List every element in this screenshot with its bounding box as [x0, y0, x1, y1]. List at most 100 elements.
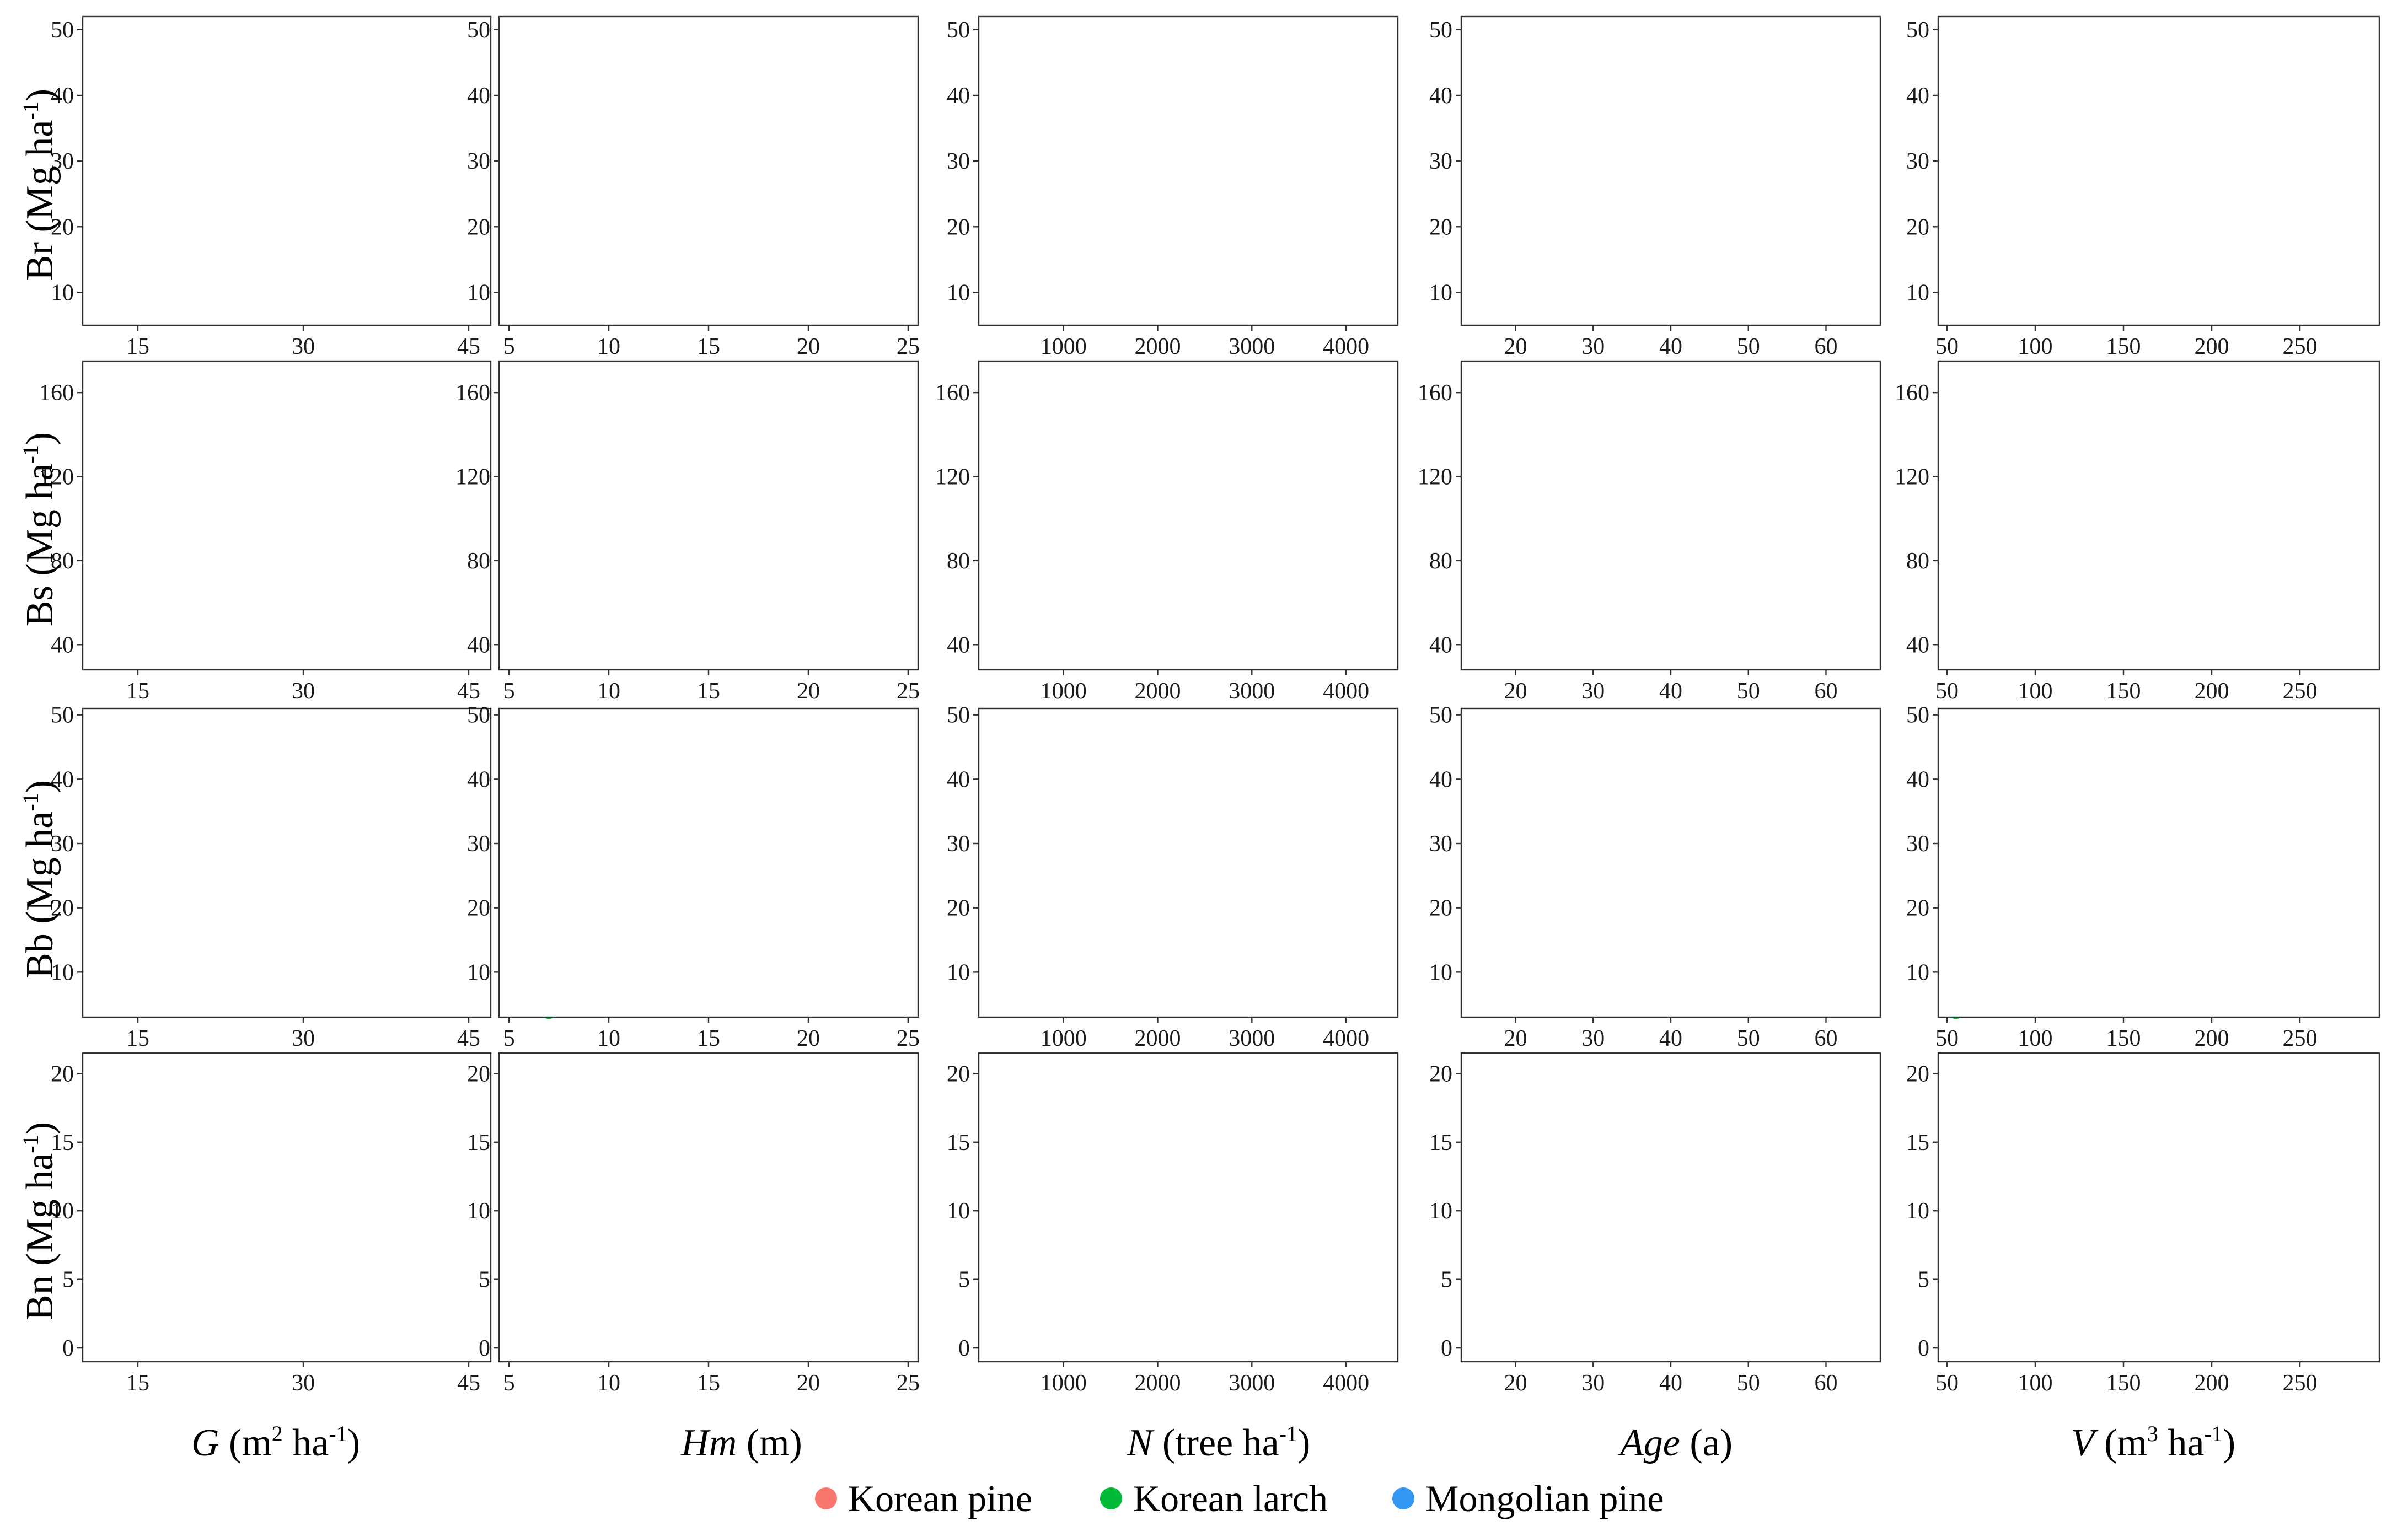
panel-r1-c2-x-tick-label: 25	[897, 334, 920, 359]
panel-r2-c2-y-tick-label: 120	[455, 465, 490, 490]
panel-r1-c1-frame	[82, 15, 492, 326]
panel-r2-c1-x-tick-label: 45	[457, 679, 480, 704]
row-labels: Br (Mg ha-1) Bs (Mg ha-1) Bb (Mg ha-1) B…	[18, 89, 61, 1320]
panel-r3-c2-x-tick-label: 10	[597, 1026, 620, 1051]
panel-r3-c5-x-tick-label: 250	[2283, 1026, 2318, 1051]
row-label-br: Br (Mg ha-1)	[18, 89, 61, 281]
panel-r1-c4-x-tick-label: 50	[1737, 334, 1760, 359]
panel-r2-c1-frame	[82, 360, 492, 671]
row-label-bs: Bs (Mg ha-1)	[18, 432, 61, 626]
legend-label-korean-pine: Korean pine	[848, 1477, 1032, 1519]
panel-r3-c2-frame	[498, 707, 919, 1018]
panel-r1-c5-y-tick-label: 20	[1906, 214, 1929, 240]
panel-r2-c5-x-tick-label: 200	[2195, 679, 2229, 704]
panel-r1-c2: 5 10 15 20 25 10 20 30 40 50	[467, 15, 920, 359]
panel-r3-c3-y-tick-label: 40	[947, 767, 970, 792]
panel-r1-c1-y-tick-label: 50	[51, 18, 74, 43]
panel-r4-c2-x-tick-label: 5	[503, 1371, 515, 1396]
panel-r2-c5-y-tick-label: 40	[1906, 632, 1929, 658]
panel-r3-c1-y-tick-label: 30	[51, 831, 74, 857]
panel-r4-c2-y-tick-label: 20	[467, 1061, 490, 1087]
panel-r1-c5-y-tick-label: 50	[1906, 18, 1929, 43]
panel-r1-c3-x-tick-label: 1000	[1041, 334, 1087, 359]
panel-r2-c4-x-tick-label: 50	[1737, 679, 1760, 704]
panel-r3-c1-frame	[82, 707, 492, 1018]
panel-r1-c2-x-tick-label: 5	[503, 334, 515, 359]
panel-r2-c4-y-tick-label: 80	[1429, 549, 1452, 574]
panel-r4-c2-x-tick-label: 10	[597, 1371, 620, 1396]
panel-r3-c4-y-tick-label: 50	[1429, 703, 1452, 728]
panel-r2-c2-x-tick-label: 15	[697, 679, 720, 704]
panel-r4-c1-y-tick-label: 10	[51, 1199, 74, 1224]
panel-r3-c1-y-tick-label: 50	[51, 703, 74, 728]
panel-r1-c2-y-tick-label: 20	[467, 214, 490, 240]
panel-r4-c3-x-tick-label: 3000	[1229, 1371, 1275, 1396]
panel-r1-c5-x-tick-label: 200	[2195, 334, 2229, 359]
panel-r1-c2-frame	[498, 15, 919, 326]
panel-r3-c4-x-tick-label: 20	[1504, 1026, 1527, 1051]
panel-r2-c5-x-tick-label: 100	[2018, 679, 2053, 704]
panel-r2-c3-y-tick-label: 40	[947, 632, 970, 658]
panel-r2-c5-y-tick-label: 160	[1895, 380, 1929, 406]
panel-r3-c5-x-tick-label: 200	[2195, 1026, 2229, 1051]
panel-r1-c5-frame	[1937, 15, 2380, 326]
panel-r3-c1-x-tick-label: 30	[292, 1026, 315, 1051]
panel-r1-c3-y-tick-label: 10	[947, 280, 970, 305]
panel-r2-c1-y-tick-label: 80	[51, 549, 74, 574]
panel-r3-c5: 50 100 150 200 250 10 20 30 40 50	[1906, 703, 2380, 1051]
panel-r3-c3-y-tick-label: 10	[947, 960, 970, 985]
panel-r4-c1-x-tick-label: 15	[126, 1371, 149, 1396]
panel-r2-c2-y-tick-label: 40	[467, 632, 490, 658]
panel-r4-c5-x-tick-label: 200	[2195, 1371, 2229, 1396]
panel-r1-c4-y-tick-label: 30	[1429, 149, 1452, 174]
panel-r4-c4-x-tick-label: 60	[1814, 1371, 1837, 1396]
panel-r3-c5-y-tick-label: 20	[1906, 896, 1929, 921]
panel-r3-c4-x-tick-label: 40	[1659, 1026, 1682, 1051]
panel-r1-c2-y-tick-label: 50	[467, 18, 490, 43]
panel-r2-c4-y-tick-label: 120	[1418, 465, 1452, 490]
panel-r2-c2-x-tick-label: 10	[597, 679, 620, 704]
panel-r4-c4-x-tick-label: 50	[1737, 1371, 1760, 1396]
panel-r1-c2-y-tick-label: 10	[467, 280, 490, 305]
panel-r4-c1-y-tick-label: 15	[51, 1130, 74, 1156]
panel-r3-c5-x-tick-label: 150	[2106, 1026, 2141, 1051]
panel-r3-c4: 20 30 40 50 60 10 20 30 40 50	[1429, 703, 1881, 1051]
panel-r2-c3-frame	[978, 360, 1399, 671]
panel-r1-c5-y-tick-label: 30	[1906, 149, 1929, 174]
legend-item-korean-pine: Korean pine	[815, 1477, 1032, 1519]
panel-r4-c4-y-tick-label: 5	[1441, 1267, 1452, 1293]
panel-r3-c2-y-tick-label: 40	[467, 767, 490, 792]
panel-r1-c5: 50 100 150 200 250 10 20 30 40 50	[1906, 15, 2380, 359]
panel-r3-c1: 15 30 45 10 20 30 40 50	[51, 703, 492, 1051]
panel-r3-c3-x-tick-label: 4000	[1323, 1026, 1369, 1051]
panel-r3-c4-y-tick-label: 40	[1429, 767, 1452, 792]
panel-r1-c4-y-tick-label: 40	[1429, 83, 1452, 109]
panel-r3-c3-y-tick-label: 30	[947, 831, 970, 857]
panel-r3-c5-y-tick-label: 50	[1906, 703, 1929, 728]
panel-r4-c5: 50 100 150 200 250 0 5 10 15 20	[1906, 1052, 2380, 1396]
panel-r4-c5-y-tick-label: 5	[1918, 1267, 1929, 1293]
panel-r2-c3: 1000 2000 3000 4000 40 80 120 160	[935, 360, 1399, 704]
panel-r1-c5-x-tick-label: 150	[2106, 334, 2141, 359]
panel-r3-c4-x-tick-label: 30	[1581, 1026, 1605, 1051]
panel-r2-c3-x-tick-label: 1000	[1041, 679, 1087, 704]
panel-r1-c2-x-tick-label: 15	[697, 334, 720, 359]
panel-r1-c1-x-tick-label: 15	[126, 334, 149, 359]
panel-r4-c4-x-tick-label: 20	[1504, 1371, 1527, 1396]
panel-r4-c1: 15 30 45 0 5 10 15 20	[51, 1052, 492, 1396]
panel-r2-c5-y-tick-label: 120	[1895, 465, 1929, 490]
panel-r2-c1-x-tick-label: 30	[292, 679, 315, 704]
column-labels: G (m2 ha-1) Hm (m) N (tree ha-1) Age (a)…	[191, 1421, 2235, 1464]
panel-r3-c5-x-tick-label: 50	[1935, 1026, 1959, 1051]
column-label-g: G (m2 ha-1)	[191, 1421, 360, 1464]
panel-r3-c2-y-tick-label: 20	[467, 896, 490, 921]
panel-r4-c2-frame	[498, 1052, 919, 1363]
panel-r2-c4-y-tick-label: 160	[1418, 380, 1452, 406]
panel-r4-c4-x-tick-label: 30	[1581, 1371, 1605, 1396]
panel-r2-c1: 15 30 45 40 80 120 160	[39, 360, 492, 704]
panel-r3-c5-x-tick-label: 100	[2018, 1026, 2053, 1051]
panel-r3-c2-y-tick-label: 10	[467, 960, 490, 985]
panel-r3-c3-y-tick-label: 20	[947, 896, 970, 921]
